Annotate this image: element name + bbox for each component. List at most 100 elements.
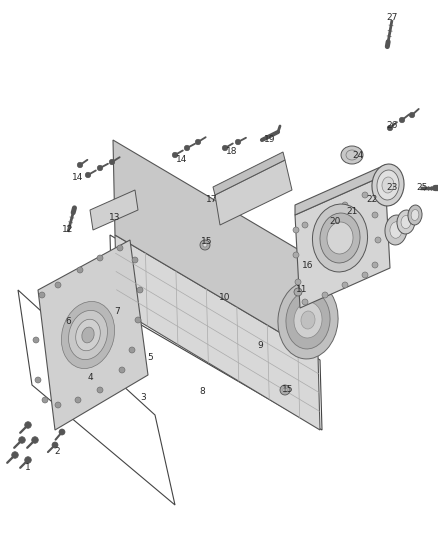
Circle shape [200, 240, 210, 250]
Ellipse shape [320, 213, 360, 263]
Text: 12: 12 [62, 225, 74, 235]
Ellipse shape [327, 222, 353, 254]
Text: 14: 14 [177, 156, 188, 165]
Text: 8: 8 [199, 387, 205, 397]
Circle shape [372, 212, 378, 218]
Ellipse shape [82, 327, 94, 343]
Polygon shape [115, 235, 320, 430]
Circle shape [110, 159, 115, 165]
Circle shape [302, 299, 308, 305]
Circle shape [77, 267, 83, 273]
Ellipse shape [382, 177, 394, 193]
Circle shape [203, 243, 207, 247]
Text: 19: 19 [264, 135, 276, 144]
Text: 3: 3 [140, 393, 146, 402]
Circle shape [302, 222, 308, 228]
Text: 11: 11 [296, 286, 308, 295]
Circle shape [59, 429, 65, 435]
Circle shape [12, 451, 18, 458]
Circle shape [362, 192, 368, 198]
Ellipse shape [76, 319, 100, 351]
Ellipse shape [341, 146, 363, 164]
Text: 24: 24 [353, 150, 364, 159]
Text: 4: 4 [87, 373, 93, 382]
Text: 18: 18 [226, 148, 238, 157]
Circle shape [55, 402, 61, 408]
Text: 21: 21 [346, 207, 358, 216]
Text: 15: 15 [282, 385, 294, 394]
Circle shape [283, 388, 287, 392]
Circle shape [387, 125, 393, 131]
Circle shape [294, 288, 302, 296]
Circle shape [33, 337, 39, 343]
Circle shape [19, 437, 25, 443]
Ellipse shape [286, 291, 330, 349]
Circle shape [39, 292, 45, 298]
Ellipse shape [278, 281, 338, 359]
Circle shape [137, 287, 143, 293]
Circle shape [25, 457, 31, 463]
Circle shape [77, 163, 83, 168]
Ellipse shape [397, 210, 415, 234]
Circle shape [97, 255, 103, 261]
Text: 2: 2 [54, 448, 60, 456]
Ellipse shape [312, 204, 367, 272]
Circle shape [172, 152, 178, 158]
Text: 27: 27 [386, 13, 398, 22]
Ellipse shape [390, 222, 402, 238]
Ellipse shape [377, 170, 399, 200]
Text: 10: 10 [219, 294, 231, 303]
Circle shape [119, 367, 125, 373]
Circle shape [129, 347, 135, 353]
Circle shape [35, 377, 41, 383]
Polygon shape [295, 165, 385, 215]
Text: 17: 17 [206, 196, 218, 205]
Circle shape [132, 257, 138, 263]
Circle shape [375, 237, 381, 243]
Circle shape [342, 282, 348, 288]
Text: 22: 22 [366, 196, 378, 205]
Circle shape [399, 117, 405, 123]
Circle shape [322, 212, 328, 218]
Circle shape [52, 442, 58, 448]
Ellipse shape [301, 311, 315, 329]
Text: 25: 25 [416, 182, 427, 191]
Ellipse shape [411, 209, 419, 221]
Circle shape [372, 262, 378, 268]
Circle shape [25, 422, 31, 429]
Text: 13: 13 [109, 214, 121, 222]
Circle shape [117, 245, 123, 251]
Text: 5: 5 [147, 353, 153, 362]
Circle shape [223, 146, 228, 151]
Polygon shape [213, 152, 285, 195]
Circle shape [235, 139, 241, 144]
Circle shape [42, 397, 48, 403]
Ellipse shape [401, 215, 411, 229]
Text: 23: 23 [386, 183, 398, 192]
Circle shape [322, 292, 328, 298]
Text: 26: 26 [386, 120, 398, 130]
Circle shape [85, 172, 91, 177]
Text: 9: 9 [257, 341, 263, 350]
Ellipse shape [385, 215, 407, 245]
Text: 15: 15 [201, 238, 213, 246]
Circle shape [342, 202, 348, 208]
Polygon shape [90, 190, 138, 230]
Ellipse shape [408, 205, 422, 225]
Circle shape [97, 387, 103, 393]
Text: 1: 1 [25, 464, 31, 472]
Circle shape [135, 317, 141, 323]
Polygon shape [38, 240, 148, 430]
Ellipse shape [372, 164, 404, 206]
Circle shape [55, 282, 61, 288]
Circle shape [409, 112, 415, 118]
Circle shape [280, 385, 290, 395]
Polygon shape [295, 175, 390, 308]
Text: 7: 7 [114, 308, 120, 317]
Circle shape [293, 252, 299, 258]
Ellipse shape [294, 302, 322, 338]
Text: 16: 16 [302, 261, 314, 270]
Circle shape [362, 272, 368, 278]
Ellipse shape [68, 310, 107, 360]
Circle shape [184, 146, 190, 151]
